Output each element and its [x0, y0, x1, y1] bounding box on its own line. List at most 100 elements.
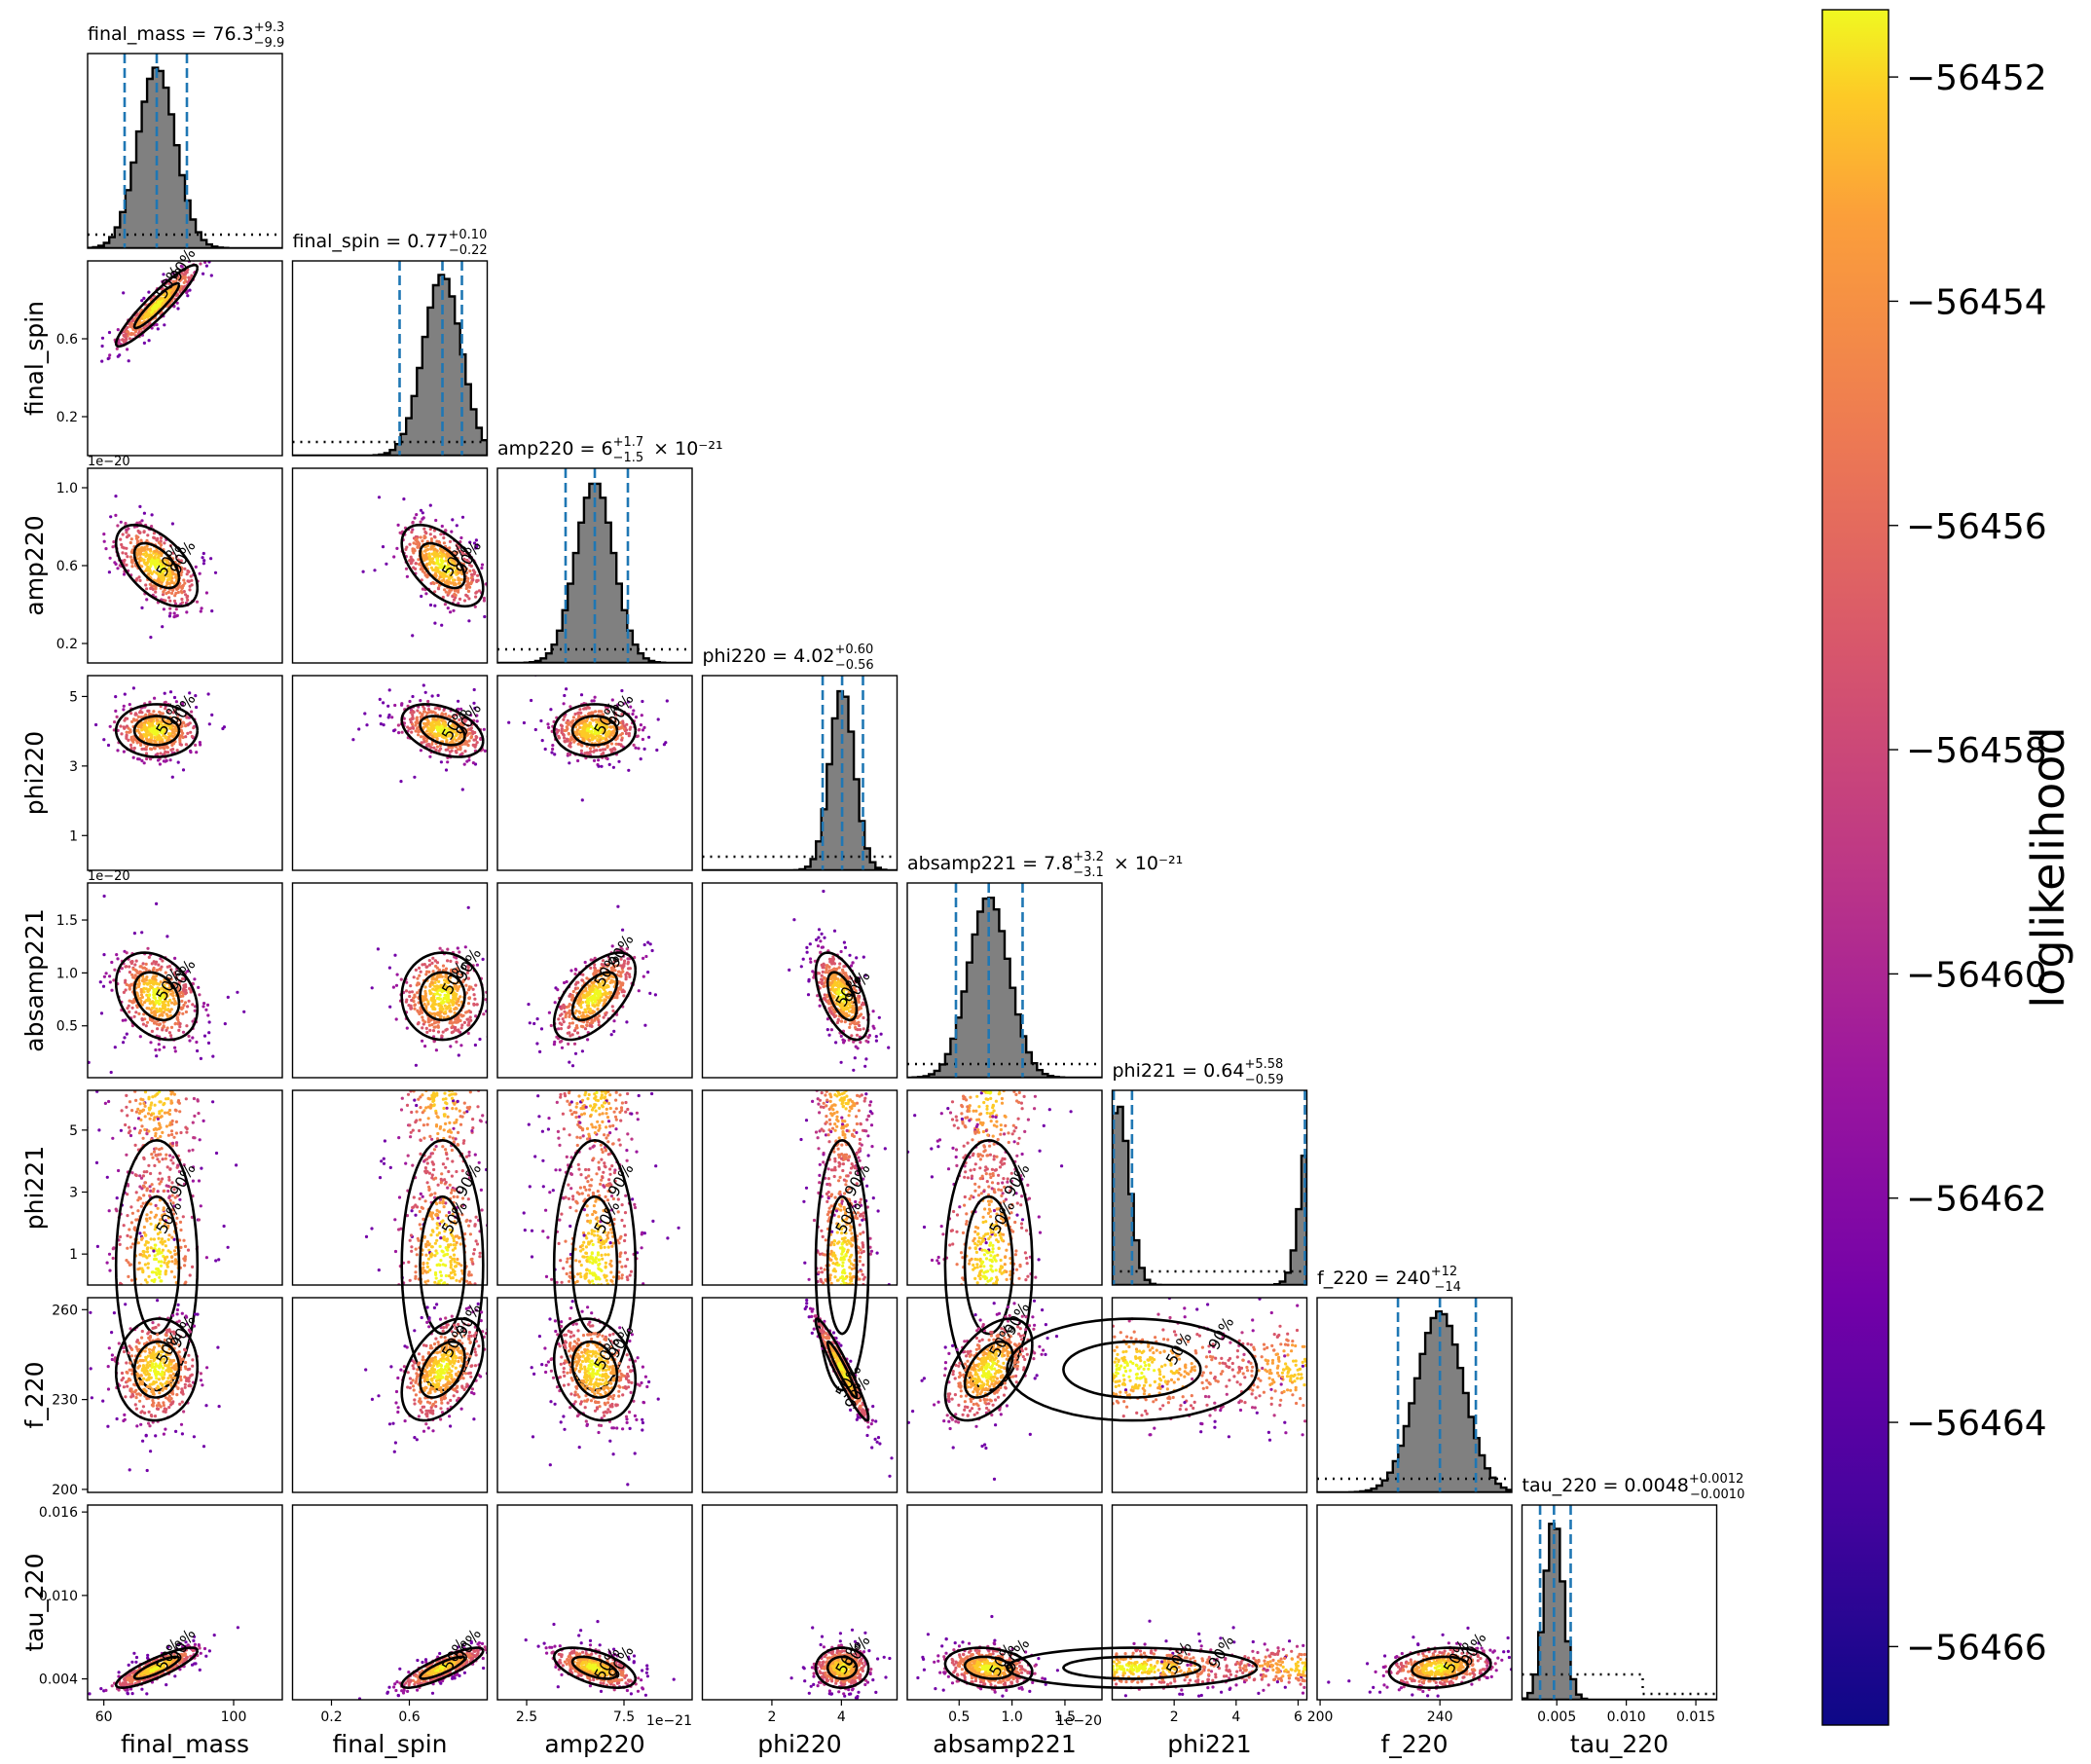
sample-point — [625, 722, 629, 726]
sample-point — [363, 712, 367, 716]
sample-point — [565, 737, 569, 741]
sample-point — [429, 998, 433, 1002]
sample-point — [463, 718, 467, 723]
sample-point — [597, 1020, 601, 1024]
sample-point — [587, 738, 591, 742]
sample-point — [466, 723, 470, 727]
sample-point — [193, 977, 197, 981]
sample-point — [466, 1002, 471, 1006]
sample-point — [470, 572, 474, 576]
sample-point — [158, 737, 162, 741]
contour-90-amp220-phi220 — [552, 703, 638, 758]
sample-point — [642, 942, 646, 947]
sample-point — [200, 606, 203, 610]
sample-point — [160, 991, 164, 995]
axes-frame-final_mass-absamp221 — [87, 882, 283, 1079]
sample-point — [167, 735, 171, 739]
sample-point — [431, 580, 435, 585]
sample-point — [414, 968, 418, 973]
sample-point — [614, 742, 618, 746]
sample-point — [148, 981, 152, 985]
sample-point — [149, 1041, 153, 1045]
sample-point — [455, 572, 459, 576]
sample-point — [594, 729, 598, 733]
sample-point — [424, 592, 428, 596]
sample-point — [449, 733, 453, 737]
sample-point — [187, 579, 191, 583]
sample-point — [570, 1021, 575, 1025]
sample-point — [137, 575, 141, 579]
sample-point — [171, 571, 175, 576]
sample-point — [427, 711, 431, 715]
sample-point — [461, 1013, 465, 1017]
sample-point — [627, 872, 630, 875]
sample-point — [452, 730, 456, 734]
sample-point — [509, 591, 512, 594]
sample-point — [566, 1031, 569, 1035]
sample-point — [166, 1003, 170, 1008]
sample-point — [454, 593, 458, 598]
sample-point — [139, 990, 143, 994]
sample-point — [160, 1012, 164, 1016]
sample-point — [124, 522, 128, 526]
sample-point — [145, 993, 149, 997]
sample-point — [392, 555, 396, 559]
axes-frame-final_spin-amp220 — [291, 467, 489, 664]
sample-point — [433, 717, 437, 721]
sample-point — [135, 718, 139, 722]
sample-point — [616, 964, 620, 968]
sample-point — [104, 972, 108, 975]
sample-point — [133, 963, 137, 967]
sample-point — [146, 547, 150, 551]
sample-point — [465, 971, 469, 974]
sample-point — [101, 984, 106, 988]
sample-point — [551, 744, 555, 748]
sample-point — [475, 579, 479, 584]
sample-point — [408, 542, 412, 546]
sample-point — [425, 544, 429, 548]
sample-point — [144, 967, 148, 972]
sample-point — [180, 703, 185, 707]
sample-point — [130, 719, 134, 724]
sample-point — [605, 756, 608, 760]
sample-point — [182, 285, 186, 289]
sample-point — [102, 953, 106, 957]
sample-point — [131, 686, 135, 690]
sample-point — [454, 734, 459, 738]
sample-point — [421, 570, 424, 573]
sample-point — [127, 738, 130, 743]
sample-point — [181, 976, 185, 981]
sample-point — [454, 982, 458, 986]
sample-point — [843, 945, 848, 950]
sample-point — [574, 1024, 579, 1028]
sample-point — [446, 760, 450, 764]
sample-point — [563, 715, 567, 718]
sample-point — [437, 979, 441, 984]
sample-point — [129, 712, 133, 716]
sample-point — [189, 990, 193, 994]
sample-point — [423, 722, 427, 726]
sample-point — [178, 1025, 182, 1029]
sample-point — [141, 962, 145, 966]
sample-point — [598, 989, 602, 993]
sample-point — [580, 978, 584, 982]
sample-point — [474, 743, 478, 747]
sample-point — [616, 703, 620, 707]
sample-point — [196, 1048, 200, 1053]
sample-point — [482, 596, 486, 601]
sample-point — [457, 968, 460, 973]
sample-point — [164, 979, 167, 983]
sample-point — [164, 707, 167, 711]
sample-point — [448, 979, 452, 983]
sample-point — [619, 957, 623, 961]
sample-point — [606, 992, 610, 996]
sample-point — [433, 554, 437, 558]
sample-point — [165, 965, 169, 969]
sample-point — [179, 725, 183, 729]
sample-point — [500, 1023, 503, 1026]
sample-point — [165, 719, 168, 723]
sample-point — [448, 558, 452, 562]
sample-point — [164, 971, 167, 974]
sample-point — [116, 957, 120, 961]
sample-point — [612, 960, 616, 964]
